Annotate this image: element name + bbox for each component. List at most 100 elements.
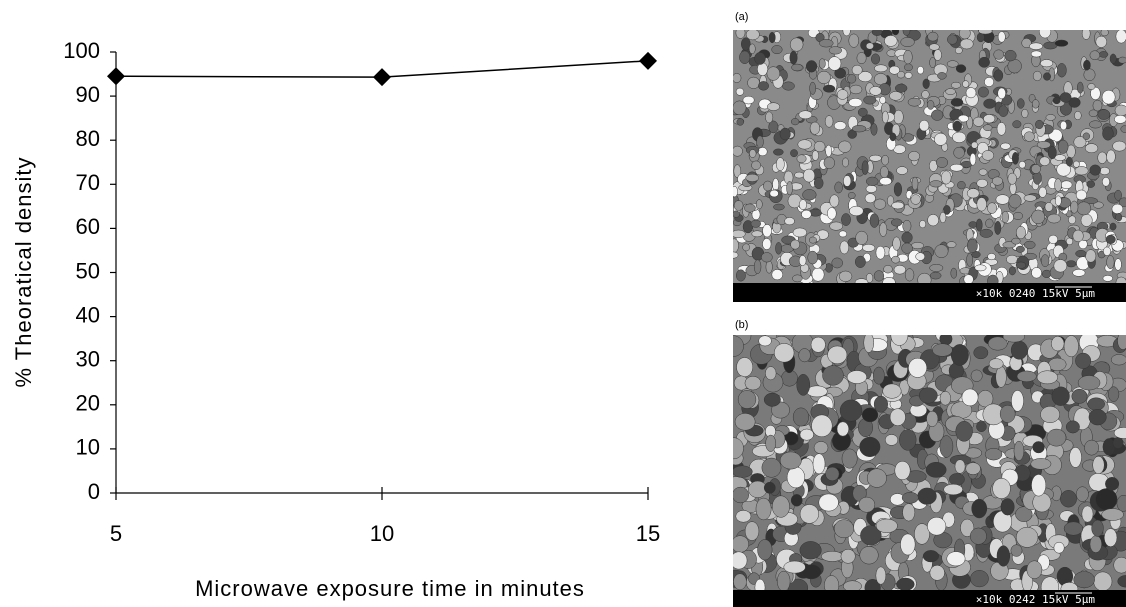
x-tick-label: 10: [370, 521, 394, 546]
grain: [873, 198, 887, 210]
grain: [875, 245, 886, 260]
grain: [1101, 89, 1116, 105]
grain: [1044, 202, 1054, 212]
grain: [884, 35, 898, 47]
grain: [824, 115, 834, 128]
grain: [976, 178, 988, 188]
grain: [857, 71, 873, 83]
grain: [819, 39, 834, 48]
grain: [937, 72, 947, 80]
grain: [841, 213, 851, 226]
grain: [1035, 119, 1044, 130]
grain: [1092, 455, 1105, 474]
grain: [1073, 571, 1095, 589]
grain: [893, 265, 906, 275]
grain: [1002, 335, 1026, 343]
grain: [823, 156, 835, 170]
grain: [1090, 86, 1101, 100]
grain: [772, 177, 780, 192]
grain: [1047, 146, 1057, 160]
grain: [768, 120, 779, 134]
grain: [1115, 213, 1123, 222]
grain: [799, 504, 819, 524]
grain: [733, 437, 744, 460]
grain: [1040, 576, 1060, 590]
grain: [766, 102, 780, 111]
grain: [789, 37, 804, 52]
grain: [1112, 140, 1126, 152]
grain: [939, 335, 953, 346]
grain: [985, 218, 994, 229]
grain: [775, 242, 783, 255]
grain: [833, 121, 847, 131]
grain: [1008, 266, 1016, 276]
grain: [864, 193, 876, 204]
grain: [1012, 120, 1022, 129]
grain: [789, 50, 798, 65]
grain: [747, 76, 760, 89]
grain: [884, 434, 899, 446]
grain: [799, 428, 814, 441]
grain: [790, 118, 800, 126]
grain: [1099, 167, 1110, 176]
grain: [792, 407, 809, 427]
grain: [1023, 194, 1037, 202]
grain: [824, 575, 840, 590]
grain: [917, 272, 932, 283]
grain: [773, 203, 785, 211]
grain: [900, 37, 915, 48]
grain: [947, 34, 958, 45]
grain: [763, 180, 773, 192]
grain: [848, 33, 860, 48]
grain: [1075, 189, 1087, 201]
grain: [894, 460, 911, 481]
grain: [929, 271, 942, 280]
grain: [808, 236, 817, 244]
grain: [811, 267, 825, 282]
grain: [1015, 261, 1027, 269]
grain: [1068, 97, 1081, 108]
grain: [838, 270, 853, 282]
grain: [1081, 30, 1091, 40]
grain: [971, 141, 979, 149]
grain: [1045, 114, 1056, 121]
grain: [931, 109, 944, 121]
grain: [864, 578, 881, 590]
grain: [842, 157, 849, 168]
grain: [943, 483, 963, 496]
x-tick-label: 15: [636, 521, 660, 546]
grain: [801, 209, 812, 219]
grain: [860, 525, 882, 546]
grain: [827, 207, 837, 220]
grain: [856, 52, 867, 65]
grain: [841, 448, 858, 469]
grain: [945, 88, 956, 95]
grain: [761, 252, 773, 263]
grain: [1060, 180, 1073, 190]
grain: [927, 31, 939, 42]
grain: [810, 336, 826, 353]
grain: [875, 566, 887, 585]
grain: [950, 344, 969, 366]
grain: [1060, 490, 1077, 508]
grain: [891, 30, 900, 36]
grain: [813, 177, 824, 190]
grain: [941, 170, 952, 185]
grain: [839, 399, 863, 422]
grain: [1102, 275, 1113, 282]
grain: [1118, 56, 1126, 64]
grain: [794, 171, 805, 179]
grain: [737, 390, 757, 409]
grain: [933, 49, 942, 61]
grain: [1043, 72, 1051, 81]
grain: [917, 66, 924, 75]
grain: [745, 173, 760, 182]
grain: [873, 270, 885, 282]
grain: [879, 96, 887, 105]
grain: [889, 408, 906, 426]
grain: [896, 166, 908, 175]
grain: [757, 539, 773, 561]
grain: [733, 145, 743, 157]
grain: [896, 577, 915, 590]
grain: [1060, 120, 1068, 131]
